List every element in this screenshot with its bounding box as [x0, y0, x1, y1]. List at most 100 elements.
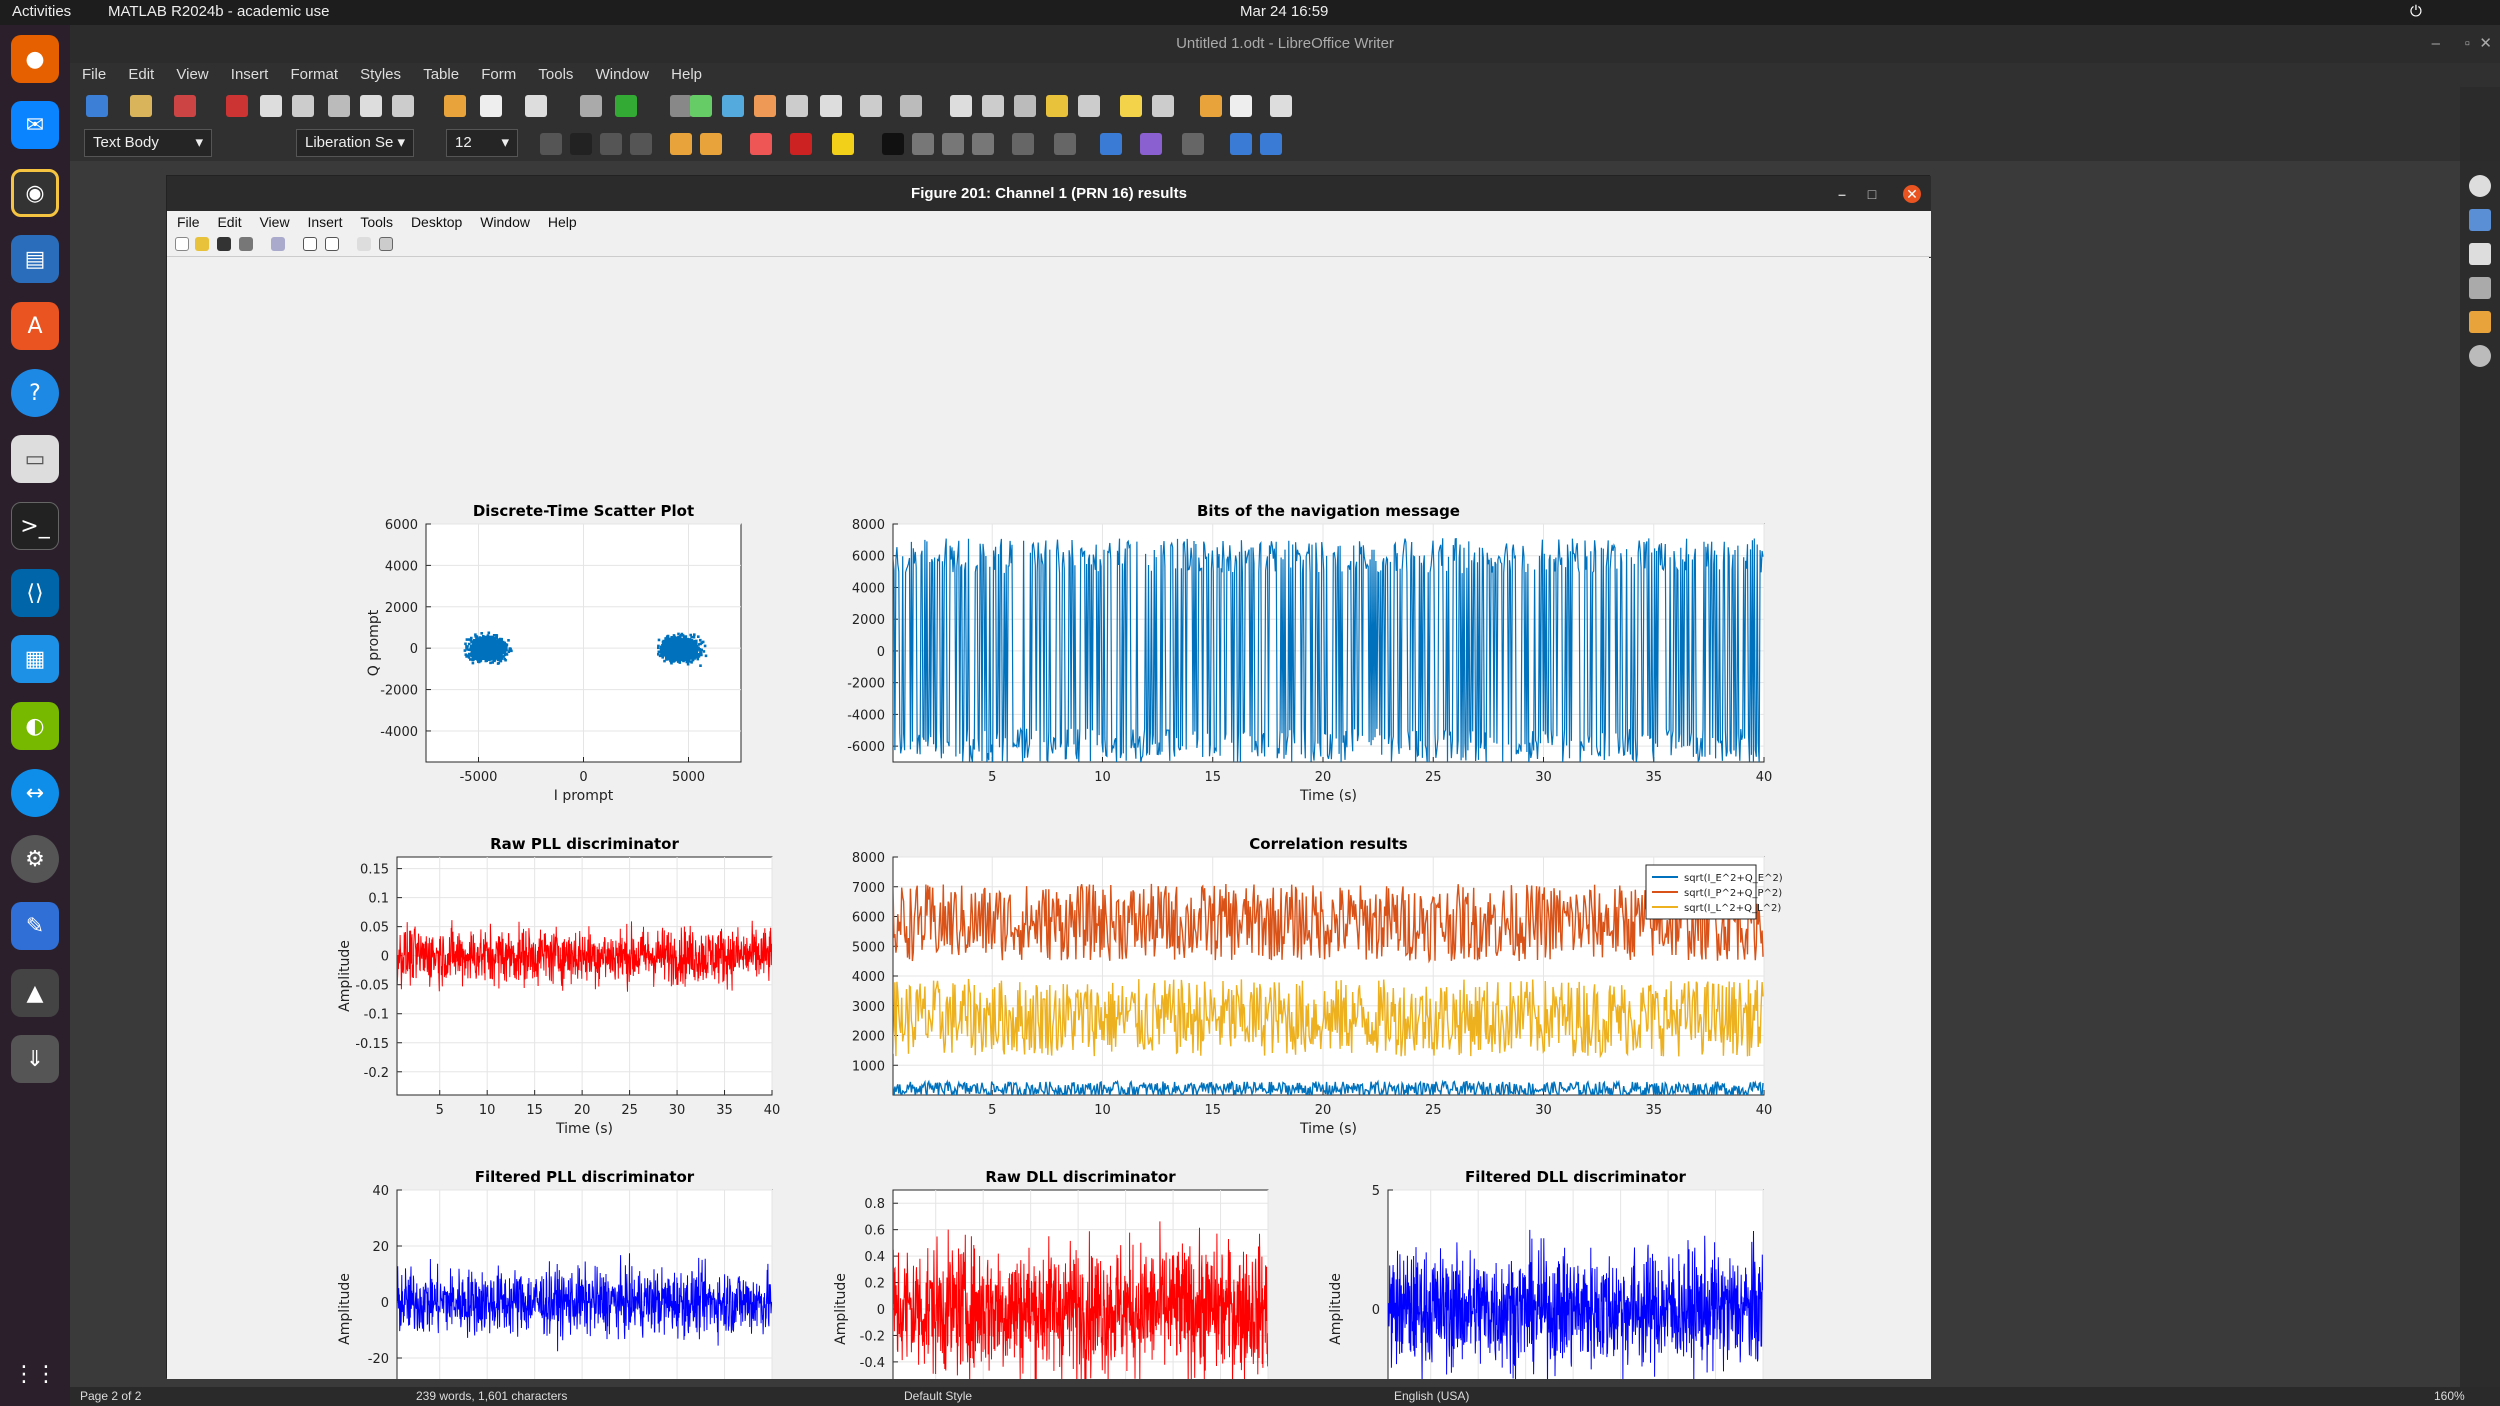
insert-textbox-icon[interactable] [786, 95, 808, 117]
sidebar-navigator-icon[interactable] [2469, 345, 2491, 367]
open-icon[interactable] [130, 95, 152, 117]
figure-minimize-icon[interactable]: – [1838, 186, 1846, 202]
writer-menu-view[interactable]: View [176, 66, 209, 83]
writer-menu-help[interactable]: Help [671, 66, 702, 83]
align-left-icon[interactable] [882, 133, 904, 155]
font-color-icon[interactable] [790, 133, 812, 155]
bold-icon[interactable] [540, 133, 562, 155]
usb-drive-icon[interactable]: ⇓ [11, 1035, 59, 1083]
writer-menu-form[interactable]: Form [481, 66, 517, 83]
bookmark-icon[interactable] [1046, 95, 1068, 117]
justify-icon[interactable] [972, 133, 994, 155]
help-icon[interactable]: ? [11, 369, 59, 417]
strikethrough-icon[interactable] [630, 133, 652, 155]
rhythmbox-icon[interactable]: ◉ [11, 169, 59, 217]
figure-legend-icon[interactable] [325, 237, 339, 251]
show-apps-icon[interactable]: ⋮⋮ [13, 1361, 57, 1387]
figure-menu-desktop[interactable]: Desktop [410, 214, 463, 230]
hyperlink-icon[interactable] [950, 95, 972, 117]
align-center-icon[interactable] [912, 133, 934, 155]
power-icon[interactable]: ⏻ [2410, 3, 2422, 20]
endnote-icon[interactable] [1014, 95, 1036, 117]
print-preview-icon[interactable] [292, 95, 314, 117]
figure-property-inspector-icon[interactable] [379, 237, 393, 251]
new-document-icon[interactable] [86, 95, 108, 117]
figure-link-icon[interactable] [271, 237, 285, 251]
writer-minimize-icon[interactable]: – [2431, 35, 2440, 52]
comment-icon[interactable] [1120, 95, 1142, 117]
figure-menu-view[interactable]: View [259, 214, 290, 230]
vscode-icon[interactable]: ⟨⟩ [11, 569, 59, 617]
status-zoom[interactable]: 160% [2434, 1389, 2465, 1403]
insert-line-icon[interactable] [1200, 95, 1222, 117]
align-right-icon[interactable] [942, 133, 964, 155]
text-editor-icon[interactable]: ✎ [11, 902, 59, 950]
font-name-combo[interactable]: Liberation Se ▾ [296, 129, 414, 157]
paste-icon[interactable] [392, 95, 414, 117]
cross-reference-icon[interactable] [1078, 95, 1100, 117]
sidebar-page-icon[interactable] [2469, 243, 2491, 265]
clear-formatting-icon[interactable] [750, 133, 772, 155]
writer-menu-edit[interactable]: Edit [128, 66, 155, 83]
figure-new-icon[interactable] [175, 237, 189, 251]
superscript-icon[interactable] [670, 133, 692, 155]
paragraph-spacing-icon[interactable] [1230, 133, 1252, 155]
writer-menu-window[interactable]: Window [595, 66, 649, 83]
figure-colorbar-icon[interactable] [303, 237, 317, 251]
figure-menu-edit[interactable]: Edit [217, 214, 242, 230]
cut-icon[interactable] [328, 95, 350, 117]
terminal-icon[interactable]: >_ [11, 502, 59, 550]
insert-chart-icon[interactable] [754, 95, 776, 117]
figure-print-icon[interactable] [239, 237, 253, 251]
writer-maximize-icon[interactable]: ▫ [2464, 35, 2470, 52]
insert-page-break-icon[interactable] [820, 95, 842, 117]
figure-axes-svg[interactable]: -5000 0 50006000400020000-2000-4000Discret… [167, 258, 1931, 1406]
status-language[interactable]: English (USA) [1394, 1389, 1470, 1403]
figure-close-icon[interactable]: ✕ [1903, 185, 1921, 203]
highlight-color-icon[interactable] [832, 133, 854, 155]
thunderbird-icon[interactable]: ✉ [11, 101, 59, 149]
clock[interactable]: Mar 24 16:59 [1240, 3, 1329, 20]
save-icon[interactable] [174, 95, 196, 117]
status-page[interactable]: Page 2 of 2 [80, 1389, 142, 1403]
focused-app-menu[interactable]: MATLAB R2024b - academic use [108, 3, 330, 20]
sidebar-properties-icon[interactable] [2469, 209, 2491, 231]
sidebar-settings-icon[interactable] [2469, 175, 2491, 197]
special-character-icon[interactable] [900, 95, 922, 117]
figure-menu-window[interactable]: Window [480, 214, 530, 230]
clone-formatting-icon[interactable] [444, 95, 466, 117]
underline-icon[interactable] [600, 133, 622, 155]
writer-menu-format[interactable]: Format [290, 66, 338, 83]
subscript-icon[interactable] [700, 133, 722, 155]
paragraph-indent-icon[interactable] [1260, 133, 1282, 155]
decrease-indent-icon[interactable] [1140, 133, 1162, 155]
sidebar-styles-icon[interactable] [2469, 277, 2491, 299]
bullets-icon[interactable] [1012, 133, 1034, 155]
find-replace-icon[interactable] [580, 95, 602, 117]
figure-canvas[interactable]: -5000 0 5000 6000 4000 2000 0 -2000 -4000 Discret… [167, 258, 1931, 1406]
formatting-marks-icon[interactable] [670, 95, 692, 117]
copy-icon[interactable] [360, 95, 382, 117]
insert-image-icon[interactable] [722, 95, 744, 117]
draw-functions-icon[interactable] [1270, 95, 1292, 117]
figure-menu-file[interactable]: File [177, 214, 200, 230]
insert-field-icon[interactable] [860, 95, 882, 117]
writer-menu-tools[interactable]: Tools [538, 66, 574, 83]
sidebar-gallery-icon[interactable] [2469, 311, 2491, 333]
track-changes-icon[interactable] [1152, 95, 1174, 117]
software-center-icon[interactable]: A [11, 302, 59, 350]
activities-button[interactable]: Activities [12, 3, 72, 20]
basic-shapes-icon[interactable] [1230, 95, 1252, 117]
status-page-style[interactable]: Default Style [904, 1389, 973, 1403]
print-icon[interactable] [260, 95, 282, 117]
figure-open-icon[interactable] [195, 237, 209, 251]
font-size-combo[interactable]: 12 ▾ [446, 129, 518, 157]
status-word-count[interactable]: 239 words, 1,601 characters [416, 1389, 568, 1403]
figure-select-arrow-icon[interactable] [357, 237, 371, 251]
italic-icon[interactable] [570, 133, 592, 155]
insert-table-icon[interactable] [690, 95, 712, 117]
files-icon[interactable]: ▭ [11, 435, 59, 483]
figure-maximize-icon[interactable]: □ [1867, 186, 1877, 202]
paragraph-style-combo[interactable]: Text Body ▾ [84, 129, 212, 157]
writer-menu-table[interactable]: Table [423, 66, 460, 83]
